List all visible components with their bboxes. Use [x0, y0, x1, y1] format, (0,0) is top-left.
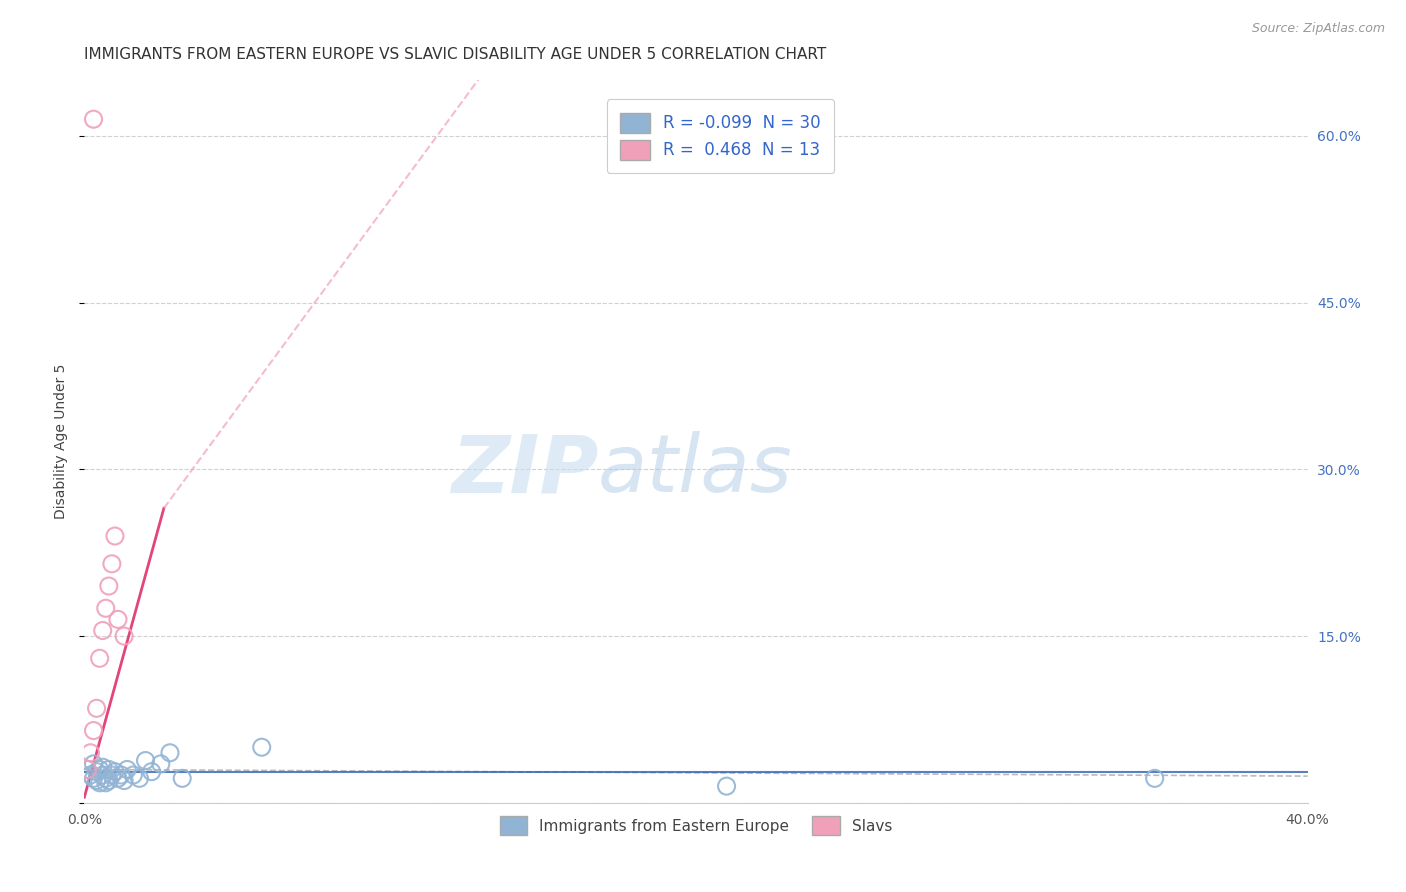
Point: [104, 529, 127, 543]
Point: [94, 776, 117, 790]
Point: [86, 701, 108, 715]
Point: [115, 763, 138, 777]
Point: [141, 764, 163, 779]
Point: [250, 740, 273, 755]
Point: [716, 779, 738, 793]
Point: [159, 746, 181, 760]
Point: [135, 754, 157, 768]
Point: [97, 763, 120, 777]
Point: [128, 772, 150, 786]
Point: [94, 601, 117, 615]
Point: [94, 772, 117, 786]
Point: [149, 756, 172, 771]
Point: [89, 763, 111, 777]
Point: [91, 768, 114, 782]
Point: [91, 624, 114, 638]
Text: Source: ZipAtlas.com: Source: ZipAtlas.com: [1251, 22, 1385, 36]
Point: [83, 772, 105, 786]
Point: [83, 723, 105, 738]
Point: [107, 772, 129, 786]
Text: atlas: atlas: [598, 432, 793, 509]
Point: [86, 773, 108, 788]
Text: ZIP: ZIP: [451, 432, 598, 509]
Point: [89, 776, 111, 790]
Point: [83, 112, 105, 127]
Point: [97, 579, 120, 593]
Text: IMMIGRANTS FROM EASTERN EUROPE VS SLAVIC DISABILITY AGE UNDER 5 CORRELATION CHAR: IMMIGRANTS FROM EASTERN EUROPE VS SLAVIC…: [84, 47, 827, 62]
Point: [91, 760, 114, 774]
Legend: Immigrants from Eastern Europe, Slavs: Immigrants from Eastern Europe, Slavs: [489, 805, 903, 846]
Point: [101, 557, 124, 571]
Point: [112, 629, 135, 643]
Point: [107, 612, 129, 626]
Point: [97, 773, 120, 788]
Point: [172, 772, 194, 786]
Point: [104, 764, 127, 779]
Point: [76, 763, 98, 777]
Point: [122, 768, 145, 782]
Point: [86, 764, 108, 779]
Point: [79, 768, 101, 782]
Point: [1143, 772, 1166, 786]
Y-axis label: Disability Age Under 5: Disability Age Under 5: [55, 364, 69, 519]
Point: [83, 756, 105, 771]
Point: [76, 763, 98, 777]
Point: [112, 773, 135, 788]
Point: [89, 651, 111, 665]
Point: [79, 746, 101, 760]
Point: [110, 768, 132, 782]
Point: [101, 768, 124, 782]
